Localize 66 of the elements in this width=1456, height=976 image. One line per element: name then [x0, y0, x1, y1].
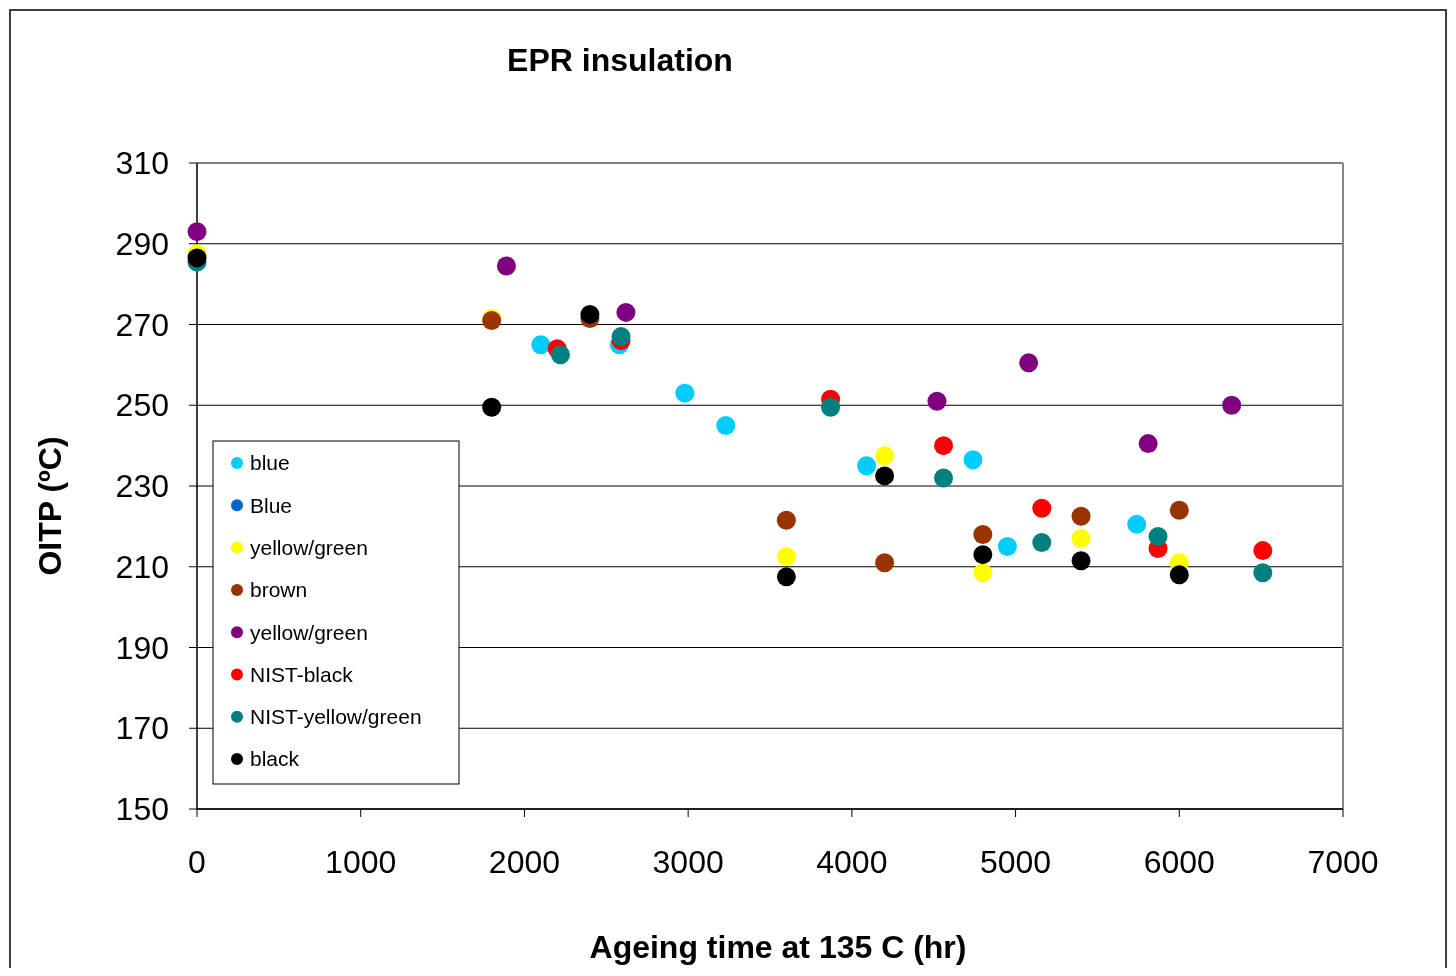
- y-tick-label: 190: [115, 629, 169, 666]
- point: [997, 537, 1017, 557]
- point: [1032, 498, 1052, 518]
- point: [1169, 500, 1189, 520]
- y-tick-label: 310: [115, 145, 169, 182]
- point: [1019, 353, 1039, 373]
- point: [1071, 551, 1091, 571]
- legend-label: blue: [250, 451, 290, 475]
- point: [1032, 533, 1052, 553]
- point: [675, 383, 695, 403]
- point: [973, 524, 993, 544]
- point: [776, 547, 796, 567]
- y-axis-title: OITP (ºC): [32, 436, 68, 576]
- chart-title: EPR insulation: [507, 42, 733, 78]
- point: [934, 468, 954, 488]
- x-tick-label: 7000: [1307, 844, 1379, 880]
- x-tick-label: 6000: [1143, 844, 1215, 880]
- point: [1148, 526, 1168, 546]
- point: [1071, 506, 1091, 526]
- point: [531, 335, 551, 355]
- point: [716, 415, 736, 435]
- legend-label: NIST-black: [250, 662, 354, 686]
- point: [187, 222, 207, 242]
- legend-label: Blue: [250, 493, 293, 517]
- point: [1253, 541, 1273, 561]
- legend-label: brown: [250, 578, 308, 602]
- point: [875, 446, 895, 466]
- x-tick-label: 4000: [816, 844, 888, 880]
- point: [875, 553, 895, 573]
- point: [776, 510, 796, 530]
- legend-label: NIST-yellow/green: [250, 705, 422, 729]
- y-tick-label: 250: [115, 387, 169, 424]
- point: [1169, 565, 1189, 585]
- point: [1127, 514, 1147, 534]
- point: [1071, 529, 1091, 548]
- point: [1138, 434, 1158, 454]
- y-tick-label: 290: [115, 225, 169, 262]
- legend-label: black: [250, 747, 300, 771]
- point: [927, 391, 947, 411]
- point: [963, 450, 983, 470]
- x-tick-label: 3000: [652, 844, 724, 880]
- y-tick-label: 230: [115, 468, 169, 505]
- y-tick-label: 170: [115, 710, 169, 747]
- point: [776, 567, 796, 587]
- point: [857, 456, 877, 476]
- point: [821, 397, 841, 417]
- y-tick-label: 270: [115, 306, 169, 343]
- point: [1222, 395, 1242, 415]
- point: [875, 466, 895, 486]
- point: [550, 345, 570, 365]
- x-tick-label: 5000: [979, 844, 1052, 880]
- x-tick-label: 2000: [488, 844, 561, 880]
- x-tick-label: 1000: [325, 844, 397, 880]
- x-axis-title: Ageing time at 135 C (hr): [589, 929, 967, 965]
- point: [973, 545, 993, 565]
- y-tick-label: 150: [115, 791, 169, 828]
- point: [934, 436, 954, 456]
- x-tick-label: 0: [188, 844, 206, 880]
- y-tick-label: 210: [115, 548, 169, 585]
- point: [973, 563, 993, 583]
- legend-label: yellow/green: [250, 535, 368, 559]
- point: [1253, 563, 1273, 583]
- point: [616, 302, 636, 322]
- point: [496, 256, 516, 276]
- point: [482, 397, 502, 417]
- legend-label: yellow/green: [250, 620, 368, 644]
